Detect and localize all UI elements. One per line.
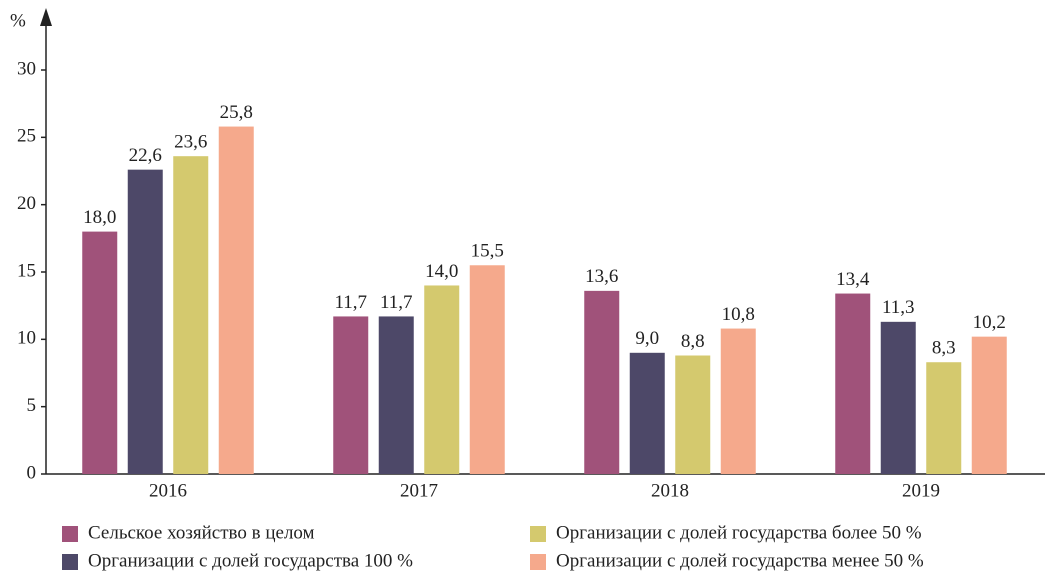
value-label: 8,3 — [932, 338, 956, 359]
bar — [835, 293, 871, 474]
y-axis-label: % — [10, 10, 26, 31]
bar — [584, 290, 620, 474]
value-label: 11,3 — [882, 297, 915, 318]
bar — [333, 316, 369, 474]
bar — [926, 362, 962, 474]
bar — [720, 328, 756, 474]
legend-label: Организации с долей государства более 50… — [556, 522, 922, 543]
legend-label: Сельское хозяйство в целом — [88, 522, 315, 543]
value-label: 13,6 — [585, 266, 618, 287]
x-tick-label: 2017 — [400, 480, 438, 501]
value-label: 14,0 — [425, 261, 458, 282]
y-tick-label: 30 — [17, 58, 36, 79]
legend-swatch — [530, 526, 546, 542]
bar — [971, 336, 1007, 474]
value-label: 22,6 — [129, 145, 162, 166]
value-label: 10,2 — [973, 312, 1006, 333]
bar — [675, 355, 711, 474]
bar — [469, 265, 505, 474]
y-tick-label: 10 — [17, 328, 36, 349]
value-label: 9,0 — [635, 328, 659, 349]
bar — [424, 285, 460, 474]
value-label: 11,7 — [334, 292, 367, 313]
bar — [82, 231, 118, 474]
value-label: 8,8 — [681, 331, 705, 352]
bar — [218, 126, 254, 474]
bar — [880, 321, 916, 474]
legend-swatch — [62, 554, 78, 570]
value-label: 10,8 — [722, 304, 755, 325]
bar — [127, 169, 163, 475]
x-tick-label: 2019 — [902, 480, 940, 501]
bar — [173, 156, 209, 475]
x-tick-label: 2018 — [651, 480, 689, 501]
y-tick-label: 5 — [27, 395, 37, 416]
y-tick-label: 0 — [27, 462, 37, 483]
bar — [378, 316, 414, 474]
value-label: 25,8 — [220, 102, 253, 123]
legend-swatch — [62, 526, 78, 542]
legend-label: Организации с долей государства 100 % — [88, 550, 413, 571]
value-label: 13,4 — [836, 269, 870, 290]
y-tick-label: 15 — [17, 260, 36, 281]
y-tick-label: 25 — [17, 126, 36, 147]
value-label: 18,0 — [83, 207, 116, 228]
x-tick-label: 2016 — [149, 480, 187, 501]
legend-swatch — [530, 554, 546, 570]
value-label: 23,6 — [174, 132, 207, 153]
y-tick-label: 20 — [17, 193, 36, 214]
y-axis-arrow — [40, 8, 52, 26]
value-label: 11,7 — [380, 292, 413, 313]
legend-label: Организации с долей государства менее 50… — [556, 550, 924, 571]
value-label: 15,5 — [471, 241, 504, 262]
bar — [629, 352, 665, 474]
